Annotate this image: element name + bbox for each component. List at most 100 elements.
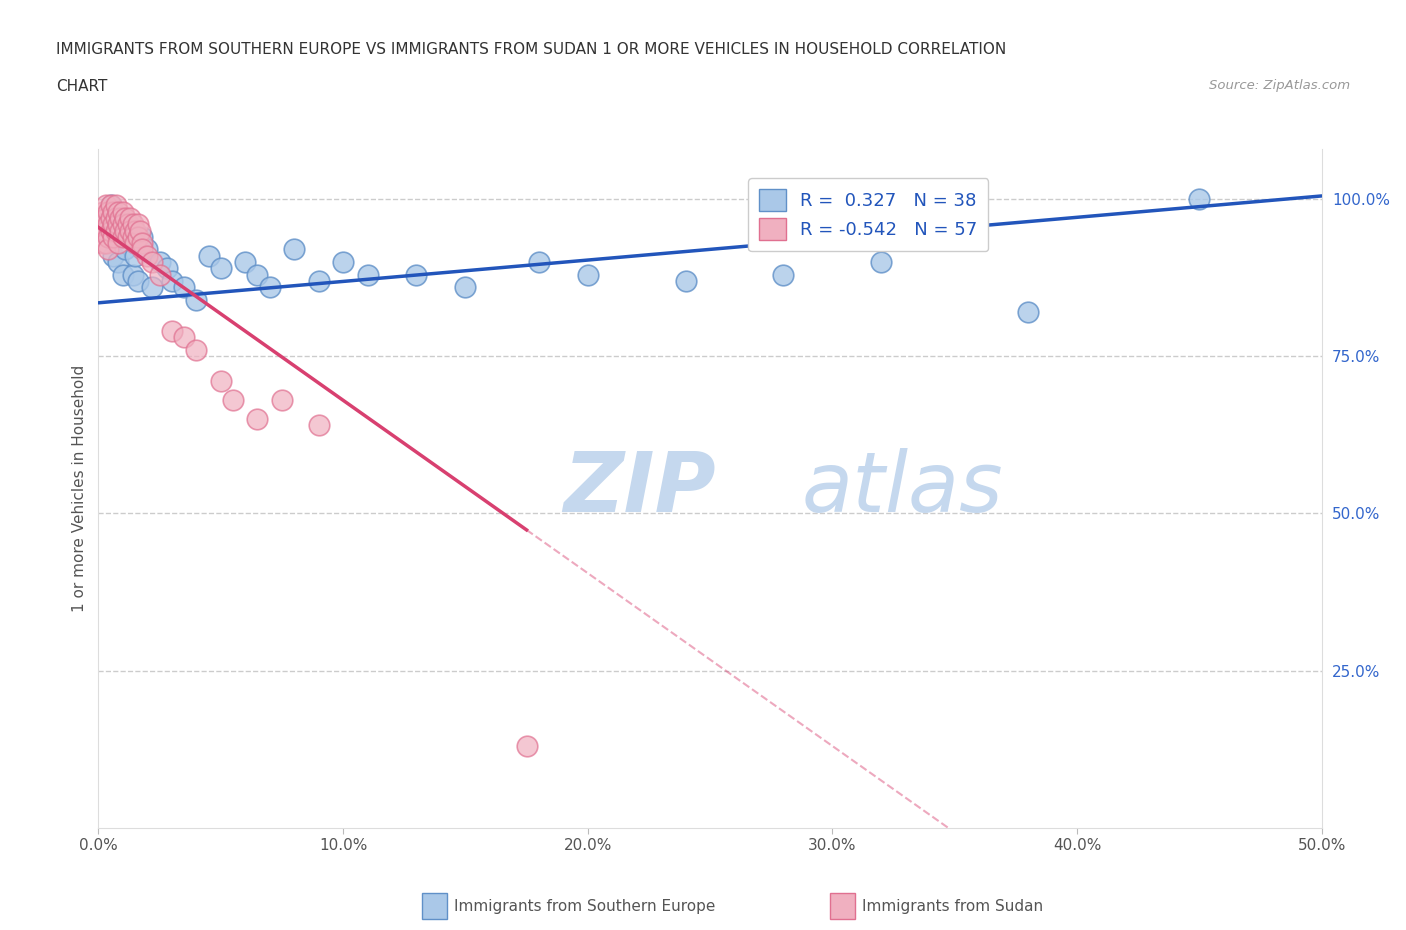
Point: [332, 255, 354, 270]
Point: [114, 223, 136, 238]
Point: [90, 217, 112, 232]
Point: [576, 267, 599, 282]
Point: [97, 242, 120, 257]
Point: [121, 217, 143, 232]
Point: [141, 280, 163, 295]
Point: [101, 205, 124, 219]
Point: [131, 230, 153, 245]
Point: [100, 210, 122, 225]
Point: [94, 235, 117, 250]
Point: [94, 198, 117, 213]
Point: [121, 267, 143, 282]
Point: [127, 230, 149, 245]
Y-axis label: 1 or more Vehicles in Household: 1 or more Vehicles in Household: [72, 365, 87, 612]
Point: [209, 260, 232, 275]
Point: [283, 242, 305, 257]
Point: [129, 223, 152, 238]
Point: [111, 267, 134, 282]
Point: [104, 210, 127, 225]
Point: [107, 205, 129, 219]
Point: [111, 230, 134, 245]
Point: [675, 273, 697, 288]
Point: [141, 255, 163, 270]
Point: [97, 205, 120, 219]
Point: [100, 223, 122, 238]
Text: atlas: atlas: [801, 447, 1004, 529]
Point: [90, 210, 112, 225]
Point: [110, 223, 132, 238]
Point: [111, 217, 134, 232]
Point: [91, 235, 114, 250]
Text: Immigrants from Sudan: Immigrants from Sudan: [862, 899, 1043, 914]
Point: [149, 255, 172, 270]
Point: [772, 267, 794, 282]
Point: [156, 260, 179, 275]
Point: [104, 223, 127, 238]
Point: [124, 248, 146, 263]
Point: [136, 248, 159, 263]
Point: [127, 273, 149, 288]
Point: [246, 412, 269, 427]
Point: [120, 210, 142, 225]
Point: [101, 230, 124, 245]
Point: [527, 255, 550, 270]
Point: [173, 330, 195, 345]
Point: [94, 223, 117, 238]
Point: [222, 392, 245, 407]
Point: [356, 267, 378, 282]
Text: ZIP: ZIP: [564, 447, 716, 529]
Point: [121, 230, 143, 245]
Point: [117, 217, 139, 232]
Point: [91, 205, 114, 219]
Point: [114, 242, 136, 257]
Point: [91, 223, 114, 238]
Point: [160, 324, 183, 339]
Point: [107, 217, 129, 232]
Point: [259, 280, 281, 295]
Point: [120, 223, 142, 238]
Point: [160, 273, 183, 288]
Point: [870, 255, 893, 270]
Point: [104, 198, 127, 213]
Point: [197, 248, 219, 263]
Point: [117, 217, 139, 232]
Point: [101, 217, 124, 232]
Text: Source: ZipAtlas.com: Source: ZipAtlas.com: [1209, 79, 1350, 92]
Point: [127, 217, 149, 232]
Point: [1017, 305, 1039, 320]
Point: [107, 235, 129, 250]
Point: [405, 267, 427, 282]
Legend: R =  0.327   N = 38, R = -0.542   N = 57: R = 0.327 N = 38, R = -0.542 N = 57: [748, 179, 988, 251]
Point: [515, 738, 537, 753]
Point: [246, 267, 269, 282]
Point: [186, 342, 208, 357]
Point: [104, 230, 127, 245]
Point: [100, 198, 122, 213]
Point: [270, 392, 294, 407]
Point: [131, 242, 153, 257]
Point: [110, 210, 132, 225]
Point: [107, 255, 129, 270]
Point: [209, 374, 232, 389]
Point: [308, 418, 330, 432]
Point: [97, 217, 120, 232]
Point: [117, 230, 139, 245]
Point: [173, 280, 195, 295]
Text: IMMIGRANTS FROM SOUTHERN EUROPE VS IMMIGRANTS FROM SUDAN 1 OR MORE VEHICLES IN H: IMMIGRANTS FROM SOUTHERN EUROPE VS IMMIG…: [56, 42, 1007, 57]
Point: [454, 280, 477, 295]
Point: [94, 217, 117, 232]
Point: [97, 230, 120, 245]
Point: [233, 255, 256, 270]
Point: [110, 210, 132, 225]
Point: [136, 242, 159, 257]
Point: [94, 210, 117, 225]
Point: [131, 235, 153, 250]
Point: [101, 248, 124, 263]
Text: CHART: CHART: [56, 79, 108, 94]
Point: [114, 210, 136, 225]
Point: [124, 235, 146, 250]
Text: Immigrants from Southern Europe: Immigrants from Southern Europe: [454, 899, 716, 914]
Point: [111, 205, 134, 219]
Point: [149, 267, 172, 282]
Point: [186, 292, 208, 307]
